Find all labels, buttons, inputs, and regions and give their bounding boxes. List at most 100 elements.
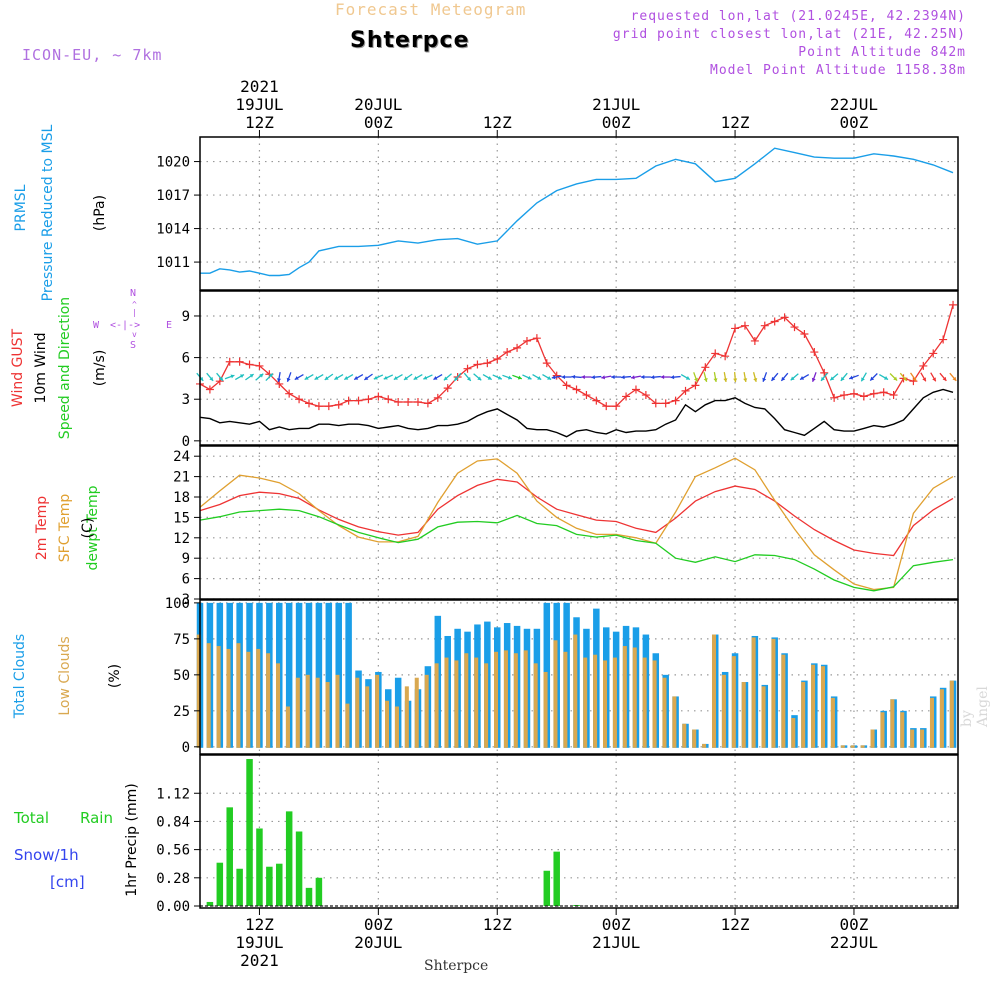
gust-marker (929, 349, 938, 358)
low-cloud-bar (365, 686, 370, 748)
wind-direction-arrow (502, 374, 513, 380)
wind-direction-arrow (304, 373, 314, 381)
location-title: Shterpce (350, 28, 470, 53)
top-hour-label: 12Z (245, 113, 274, 132)
rain-bar (226, 807, 233, 906)
y-tick-label: 50 (173, 668, 190, 684)
gust-marker (304, 399, 313, 408)
low-cloud-bar (434, 663, 439, 748)
low-cloud-bar (464, 653, 469, 748)
gust-marker (721, 352, 730, 361)
snow-label: Snow/1h (14, 846, 79, 864)
panel-frame (199, 754, 959, 909)
low-cloud-bar (602, 660, 608, 748)
gust-marker (295, 395, 304, 404)
low-cloud-bar (672, 696, 677, 748)
snow-unit-label: [cm] (50, 873, 85, 891)
wind-direction-arrow (910, 372, 917, 382)
gust-marker (760, 321, 769, 330)
meteogram-subtitle: Forecast Meteogram (335, 0, 527, 19)
sfc-temp-line (199, 457, 954, 591)
gust-marker (513, 343, 522, 352)
low-cloud-bar (811, 664, 816, 748)
low-cloud-bar (375, 674, 380, 748)
model-altitude: Model Point Altitude 1158.38m (710, 63, 966, 78)
total-cloud-bar (325, 602, 333, 748)
gust-marker (879, 388, 888, 397)
low-cloud-bar (652, 660, 657, 748)
wind-direction-arrow (601, 375, 612, 380)
y-tick-label: 0.84 (156, 814, 190, 830)
gust-marker (780, 313, 789, 322)
wind-direction-arrow (532, 373, 542, 381)
top-hour-label: 00Z (840, 113, 869, 132)
wind-direction-arrow (423, 374, 433, 380)
rain-bar (276, 863, 283, 906)
wind-direction-arrow (265, 373, 274, 382)
gust-marker (800, 330, 809, 339)
compass-s: S (130, 340, 137, 351)
bottom-hour-label: 12Z (483, 915, 512, 934)
low-cloud-bar (860, 745, 865, 748)
total-cloud-bar (285, 602, 293, 748)
rain-bar (236, 868, 243, 906)
top-hour-label: 00Z (602, 113, 631, 132)
gust-marker (622, 392, 631, 401)
low-cloud-bar (355, 677, 360, 748)
low-cloud-bar (910, 729, 915, 748)
y-tick-label: 1011 (156, 255, 190, 271)
gust-marker (205, 385, 214, 394)
gust-marker (324, 402, 333, 411)
low-cloud-bar (741, 682, 746, 748)
wind-direction-arrow (840, 372, 848, 382)
wind-direction-arrow (363, 373, 373, 381)
low-cloud-bar (404, 686, 409, 748)
low-cloud-bar (285, 706, 290, 748)
rain-bar (266, 866, 273, 906)
wind-direction-arrow (849, 374, 859, 380)
low-cloud-bar (622, 646, 627, 748)
low-cloud-bar (394, 706, 399, 748)
low-cloud-bar (721, 674, 726, 748)
low-cloud-bar (702, 743, 707, 748)
wind-direction-arrow (343, 373, 354, 381)
gust-marker (235, 357, 244, 366)
wind-direction-arrow (703, 372, 708, 383)
low-cloud-bar (246, 651, 251, 748)
low-cloud-bar (731, 656, 736, 748)
panel-frame (199, 136, 959, 291)
y-tick-label: 9 (182, 309, 190, 325)
gust-marker (275, 379, 284, 388)
gust-marker (939, 335, 948, 344)
wind-direction-arrow (621, 375, 632, 380)
y-tick-label: 75 (173, 632, 190, 648)
low-cloud-bar (820, 666, 826, 748)
low-cloud-bar (761, 686, 766, 748)
rain-bar (206, 901, 214, 906)
low-cloud-bar (801, 682, 806, 748)
wind-direction-arrow (522, 374, 532, 380)
low-cloud-bar (513, 653, 518, 748)
gust-marker (889, 391, 898, 400)
wind-direction-arrow (245, 373, 255, 381)
gust-marker (364, 395, 373, 404)
total-label: Total (14, 809, 50, 827)
gust-marker (374, 392, 383, 401)
wind-direction-arrow (723, 371, 728, 383)
low-cloud-bar (276, 663, 281, 748)
wind-direction-arrow (373, 374, 384, 380)
gust-marker (344, 396, 353, 405)
low-cloud-bar (781, 654, 786, 748)
panel-frame (199, 445, 959, 600)
low-cloud-bar (850, 745, 855, 748)
low-cloud-bar (523, 650, 528, 748)
wind-direction-arrow (680, 373, 691, 381)
y-tick-label: 6 (182, 351, 190, 367)
low-cloud-bar (682, 723, 687, 748)
gust-marker (532, 334, 541, 343)
low-cloud-bar (335, 674, 340, 748)
panel-frame (199, 290, 959, 446)
wind-direction-arrow (453, 372, 462, 382)
wind-direction-arrow (224, 374, 235, 380)
